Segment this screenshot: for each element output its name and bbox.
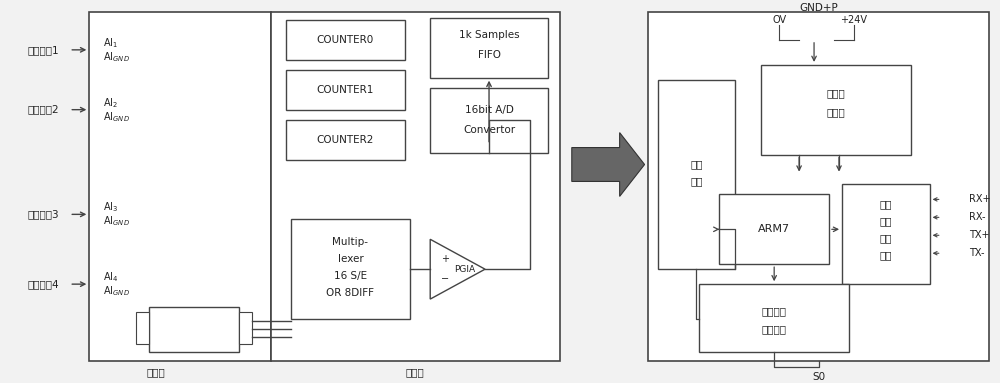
Bar — [291, 219, 410, 319]
Text: FIFO: FIFO — [478, 50, 501, 60]
Text: 模拟信号: 模拟信号 — [762, 306, 787, 316]
Text: Multip-: Multip- — [332, 237, 368, 247]
Bar — [648, 12, 989, 361]
Text: S0: S0 — [812, 372, 826, 382]
Text: 接线: 接线 — [690, 159, 703, 170]
Text: AI$_{GND}$: AI$_{GND}$ — [103, 50, 130, 64]
Text: +: + — [441, 254, 449, 264]
Text: 模拟信号2: 模拟信号2 — [28, 105, 59, 115]
Text: 接口模块: 接口模块 — [762, 324, 787, 334]
Text: ARM7: ARM7 — [758, 224, 790, 234]
Bar — [286, 20, 405, 60]
Text: RX-: RX- — [969, 212, 985, 223]
Polygon shape — [572, 133, 645, 196]
Text: COUNTER0: COUNTER0 — [317, 35, 374, 45]
Bar — [136, 312, 149, 344]
Text: 端子: 端子 — [690, 177, 703, 187]
Text: 异步: 异步 — [880, 200, 892, 210]
Bar — [286, 119, 405, 160]
Text: 串行: 串行 — [880, 216, 892, 226]
Bar — [699, 284, 849, 352]
Bar — [842, 185, 930, 284]
Text: lexer: lexer — [338, 254, 363, 264]
Text: COUNTER1: COUNTER1 — [317, 85, 374, 95]
Text: 1k Samples: 1k Samples — [459, 30, 519, 40]
Text: 采集卡: 采集卡 — [406, 367, 425, 377]
Text: GND+P: GND+P — [800, 3, 838, 13]
Text: 接口: 接口 — [880, 233, 892, 243]
Text: TX+: TX+ — [969, 230, 989, 240]
Polygon shape — [430, 239, 485, 299]
Text: AI$_{GND}$: AI$_{GND}$ — [103, 284, 130, 298]
Text: Convertor: Convertor — [463, 124, 515, 134]
Text: 模拟信号3: 模拟信号3 — [28, 210, 59, 219]
Text: COUNTER2: COUNTER2 — [317, 134, 374, 144]
Text: AI$_3$: AI$_3$ — [103, 200, 119, 214]
Text: −: − — [441, 274, 449, 284]
Bar — [658, 80, 735, 269]
Bar — [149, 307, 239, 352]
Text: AI$_2$: AI$_2$ — [103, 96, 118, 110]
Text: OV: OV — [772, 15, 786, 25]
Text: 换电路: 换电路 — [827, 108, 845, 118]
Bar — [430, 88, 548, 152]
Text: 16 S/E: 16 S/E — [334, 271, 367, 281]
Bar — [719, 195, 829, 264]
Bar — [89, 12, 271, 361]
Bar — [761, 65, 911, 154]
Bar — [430, 18, 548, 78]
Text: RX+: RX+ — [969, 195, 990, 205]
Text: PGIA: PGIA — [455, 265, 476, 274]
Text: 转换板: 转换板 — [147, 367, 165, 377]
Text: AI$_{GND}$: AI$_{GND}$ — [103, 214, 130, 228]
Text: 16bit A/D: 16bit A/D — [465, 105, 513, 115]
Bar — [271, 12, 560, 361]
Text: 模块: 模块 — [880, 250, 892, 260]
Text: TX-: TX- — [969, 248, 984, 258]
Bar — [239, 312, 252, 344]
Text: AI$_{GND}$: AI$_{GND}$ — [103, 110, 130, 124]
Text: OR 8DIFF: OR 8DIFF — [326, 288, 374, 298]
Text: 模拟信号4: 模拟信号4 — [28, 279, 59, 289]
Text: AI$_1$: AI$_1$ — [103, 36, 118, 50]
Bar — [286, 70, 405, 110]
Text: 电源变: 电源变 — [827, 88, 845, 98]
Text: AI$_4$: AI$_4$ — [103, 270, 119, 284]
Text: 模拟信号1: 模拟信号1 — [28, 45, 59, 55]
Text: +24V: +24V — [840, 15, 867, 25]
